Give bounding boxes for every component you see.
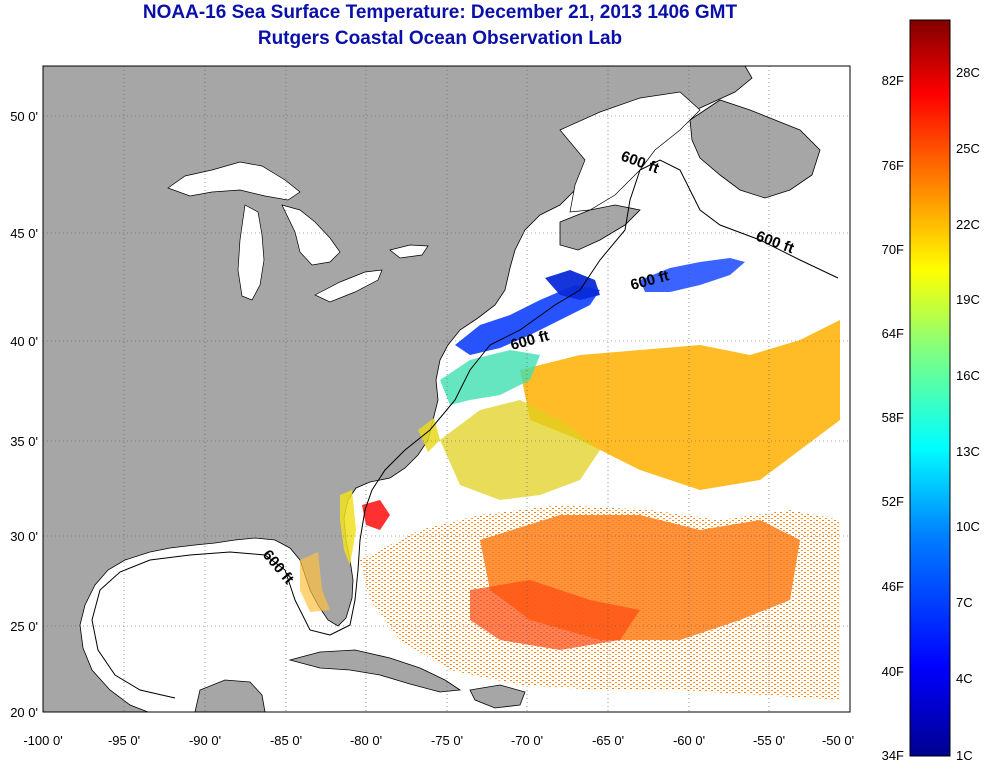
lat-tick-label: 40 0' <box>10 334 38 349</box>
lon-tick-label: -95 0' <box>108 733 140 748</box>
lon-tick-label: -50 0' <box>822 733 854 748</box>
colorbar-c-label: 4C <box>956 671 973 686</box>
latitude-labels: 50 0' 45 0' 40 0' 35 0' 30 0' 25 0' 20 0… <box>10 109 38 720</box>
contour-600ft-gulf <box>91 551 331 699</box>
sst-patch-green-edge <box>440 350 540 405</box>
yucatan <box>194 679 266 712</box>
newfoundland <box>689 99 821 199</box>
colorbar-c-label: 13C <box>956 444 980 459</box>
colorbar-c-label: 1C <box>956 748 973 763</box>
colorbar <box>909 19 951 757</box>
contour-600ft-atlantic <box>329 159 839 636</box>
lat-tick-label: 25 0' <box>10 619 38 634</box>
sst-patch-red-core <box>470 580 640 650</box>
map-area <box>43 66 850 712</box>
sst-patch-florida-yellow <box>340 490 356 565</box>
map-title: NOAA-16 Sea Surface Temperature: Decembe… <box>142 2 738 23</box>
lon-tick-label: -60 0' <box>673 733 705 748</box>
lon-tick-label: -85 0' <box>270 733 302 748</box>
lake-superior <box>167 161 301 201</box>
lon-tick-label: -65 0' <box>592 733 624 748</box>
colorbar-c-label: 10C <box>956 519 980 534</box>
lat-tick-label: 35 0' <box>10 434 38 449</box>
colorbar-f-label: 40F <box>882 664 904 679</box>
sst-patch-gulf-florida <box>300 552 330 612</box>
sst-patch-mid-orange <box>520 320 840 490</box>
colorbar-f-label: 64F <box>882 326 904 341</box>
cuba <box>288 649 462 693</box>
lake-erie <box>314 269 383 303</box>
colorbar-f-label: 58F <box>882 410 904 425</box>
nova-scotia <box>559 204 641 251</box>
colorbar-c-label: 19C <box>956 292 980 307</box>
hispaniola <box>469 684 526 709</box>
lat-tick-label: 50 0' <box>10 109 38 124</box>
lon-tick-label: -75 0' <box>431 733 463 748</box>
colorbar-c-label: 7C <box>956 595 973 610</box>
gulf-of-st-lawrence <box>559 91 701 213</box>
colorbar-celsius-labels: 28C 25C 22C 19C 16C 13C 10C 7C 4C 1C <box>956 65 980 763</box>
lon-tick-label: -70 0' <box>511 733 543 748</box>
lat-tick-label: 30 0' <box>10 529 38 544</box>
colorbar-f-label: 46F <box>882 579 904 594</box>
great-lakes <box>167 161 429 303</box>
lake-ontario <box>389 244 429 259</box>
sst-patch-mid-yellow <box>440 400 600 500</box>
colorbar-c-label: 25C <box>956 141 980 156</box>
map-frame <box>42 65 851 713</box>
colorbar-f-label: 70F <box>882 242 904 257</box>
sst-patch-cold-gom <box>545 270 600 300</box>
lon-tick-label: -90 0' <box>189 733 221 748</box>
sst-patch-cold-shelf <box>455 285 600 355</box>
lake-michigan <box>237 204 265 301</box>
lake-huron <box>281 204 341 266</box>
colorbar-fahrenheit-labels: 82F 76F 70F 64F 58F 52F 46F 40F 34F <box>882 73 904 763</box>
colorbar-c-label: 22C <box>956 217 980 232</box>
colorbar-c-label: 16C <box>956 368 980 383</box>
colorbar-f-label: 52F <box>882 494 904 509</box>
sst-data-layer <box>300 258 840 700</box>
lon-tick-label: -55 0' <box>753 733 785 748</box>
longitude-labels: -100 0' -95 0' -90 0' -85 0' -80 0' -75 … <box>23 733 854 748</box>
colorbar-c-label: 28C <box>956 65 980 80</box>
lat-tick-label: 45 0' <box>10 226 38 241</box>
lon-tick-label: -100 0' <box>23 733 62 748</box>
colorbar-f-label: 82F <box>882 73 904 88</box>
graticule <box>43 66 850 712</box>
colorbar-f-label: 76F <box>882 158 904 173</box>
lon-tick-label: -80 0' <box>350 733 382 748</box>
sst-patch-florida-red <box>362 500 390 530</box>
colorbar-f-label: 34F <box>882 748 904 763</box>
map-subtitle: Rutgers Coastal Ocean Observation Lab <box>257 28 623 49</box>
sst-patch-cold-scotian <box>640 258 745 292</box>
lat-tick-label: 20 0' <box>10 705 38 720</box>
sst-patch-nc-yellow <box>418 418 440 452</box>
